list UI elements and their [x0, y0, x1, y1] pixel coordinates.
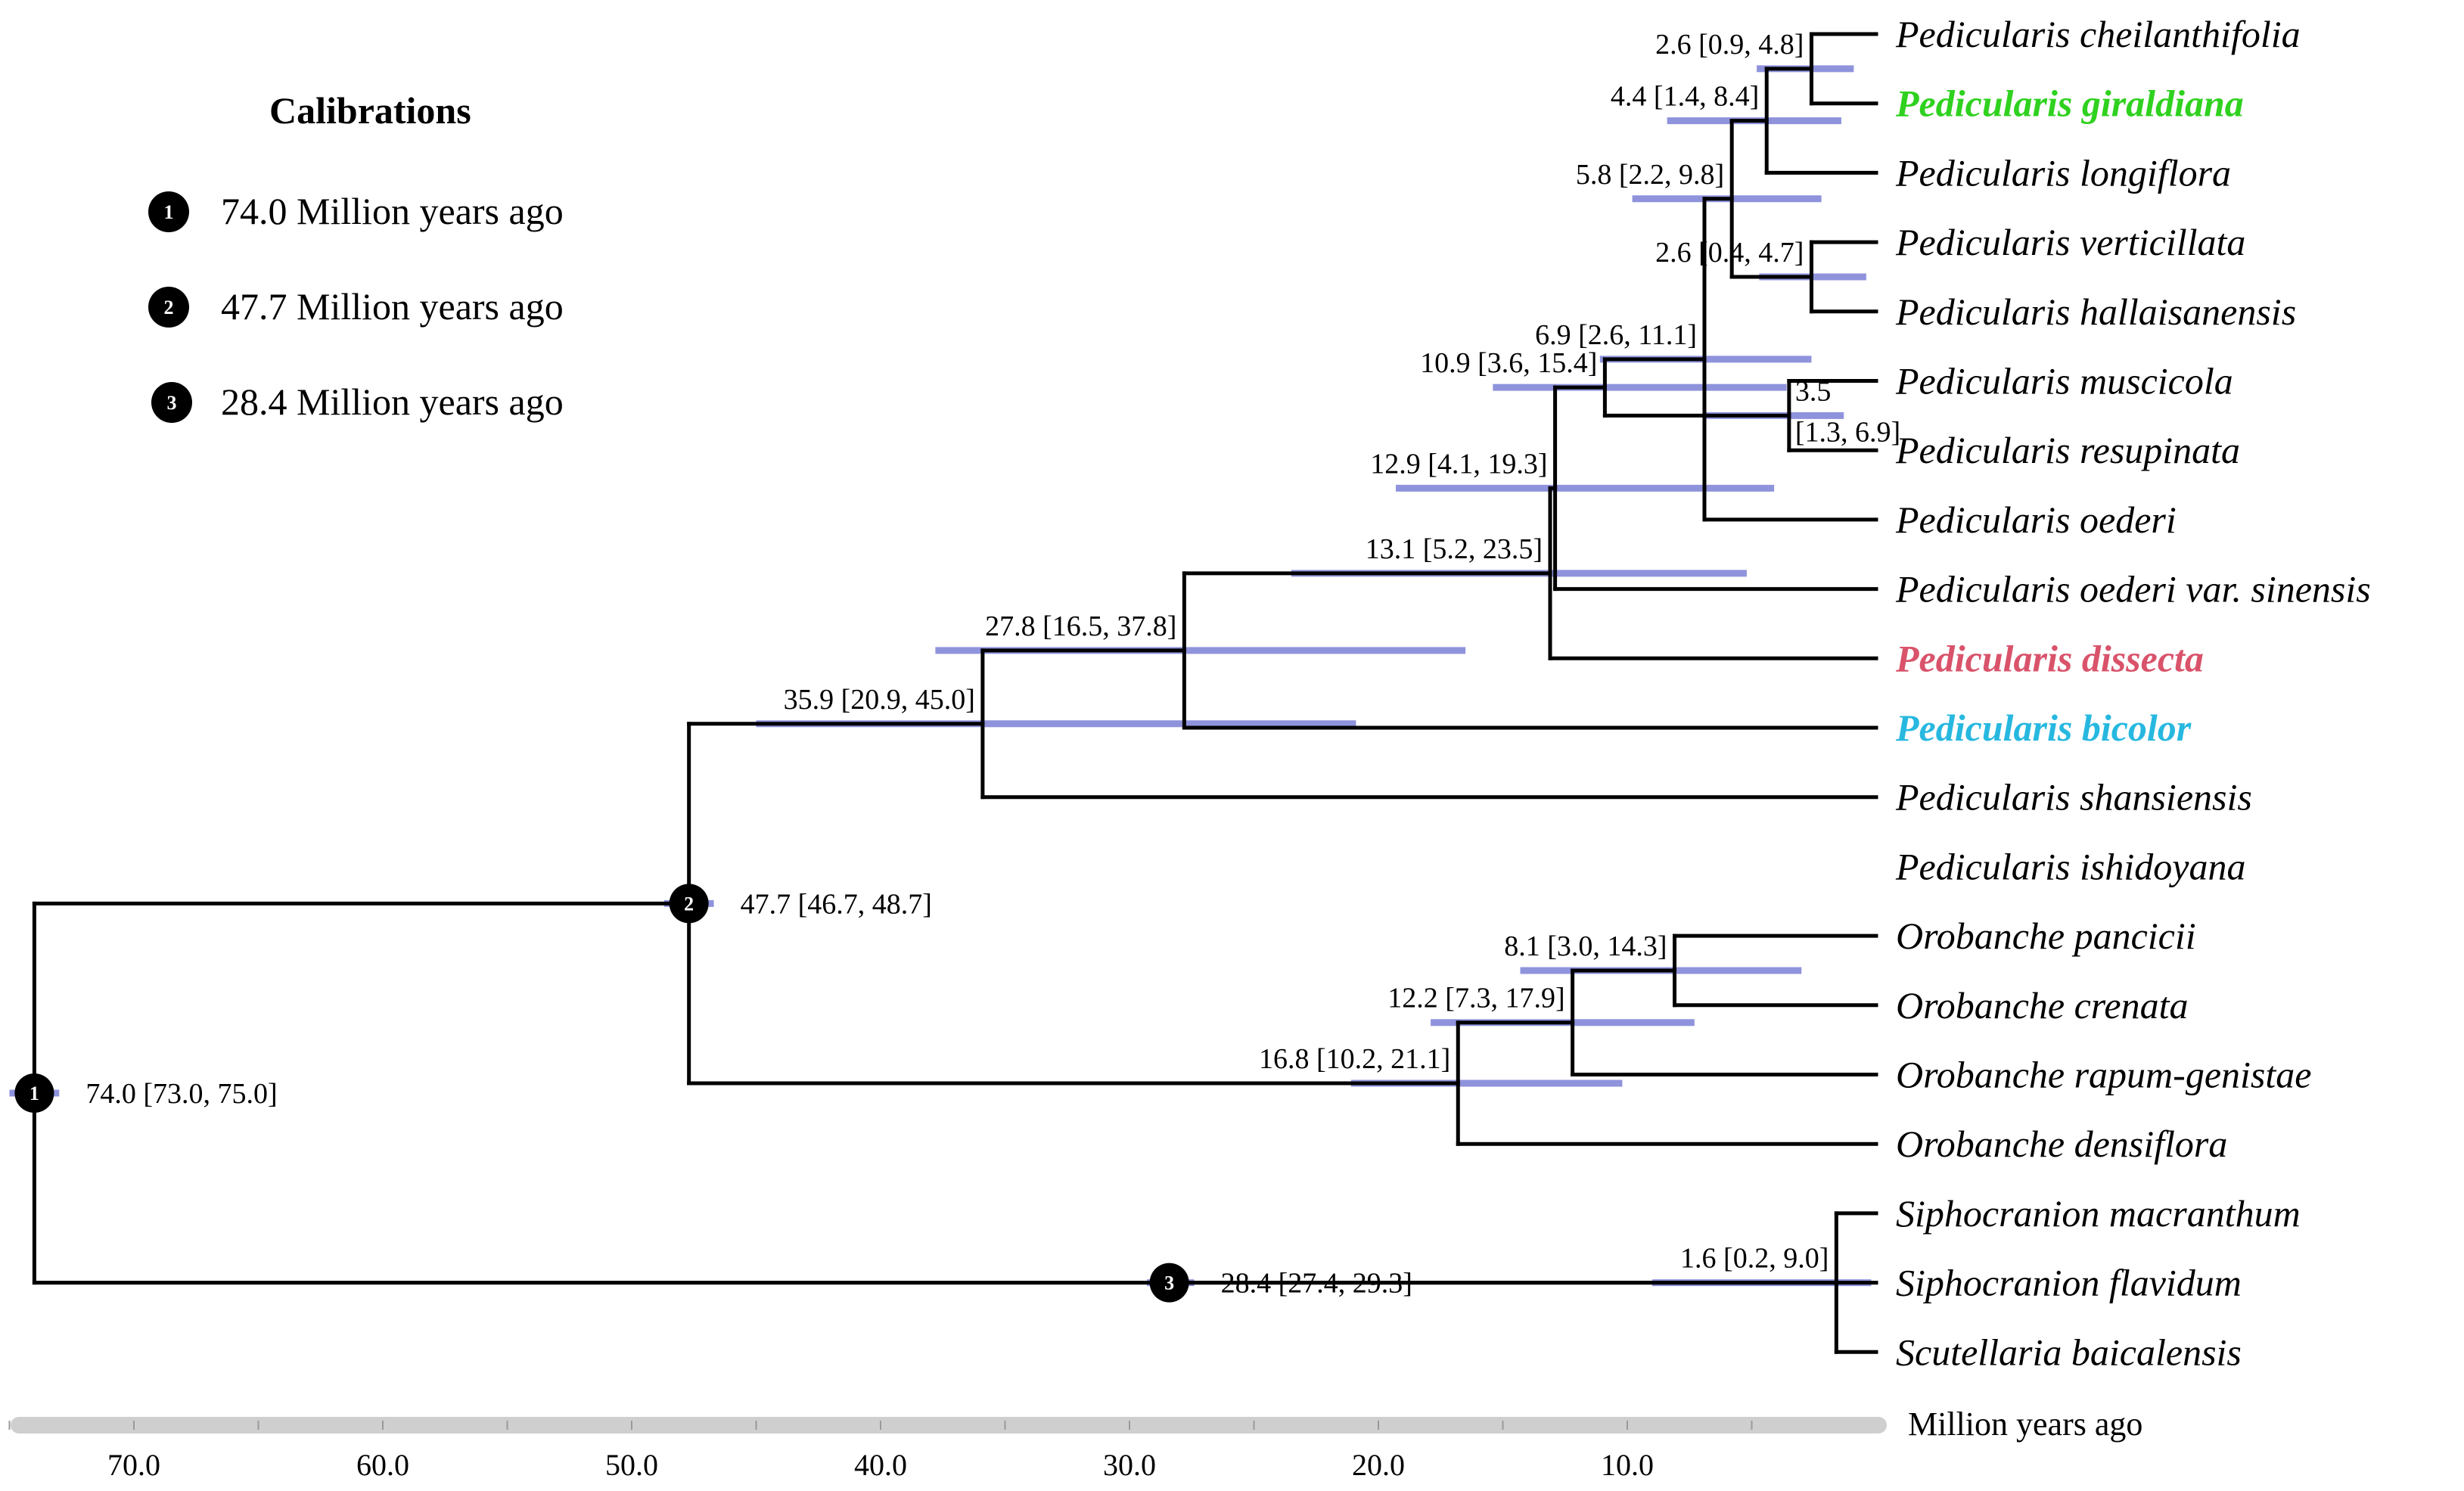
taxon-label: Orobanche rapum-genistae — [1896, 1054, 2311, 1096]
calibration-marker-2-icon — [148, 287, 189, 328]
node-label-n2: 47.7 [46.7, 48.7] — [741, 888, 932, 920]
taxon-label: Pedicularis giraldiana — [1895, 82, 2244, 125]
taxon-label: Pedicularis muscicola — [1895, 360, 2233, 402]
calibration-legend: Calibrations 1 74.0 Million years ago 2 … — [148, 89, 564, 423]
node-label-n16: 2.6 [0.9, 4.8] — [1655, 29, 1804, 61]
axis-tick-label: 60.0 — [356, 1448, 409, 1482]
taxon-label: Pedicularis oederi — [1895, 499, 2177, 541]
taxon-label: Pedicularis verticillata — [1895, 221, 2245, 263]
time-axis: 70.0 60.0 50.0 40.0 30.0 20.0 10.0 Million yea… — [8, 1406, 2142, 1482]
axis-tick-label: 30.0 — [1103, 1448, 1156, 1482]
calibration-marker-3-icon — [151, 382, 192, 423]
legend-item-label: 28.4 Million years ago — [221, 381, 564, 423]
taxon-label: Pedicularis hallaisanensis — [1895, 290, 2296, 333]
tree-branches — [16, 32, 1878, 1354]
node-label-n3: 28.4 [27.4, 29.3] — [1221, 1268, 1412, 1300]
legend-marker-number: 3 — [167, 392, 177, 414]
legend-marker-number: 1 — [164, 201, 174, 223]
node-label-n15: 2.6 [0.4, 4.7] — [1655, 237, 1804, 269]
legend-marker-number: 2 — [164, 297, 174, 318]
taxon-label: Orobanche pancicii — [1896, 915, 2196, 957]
calibration-marker-1-icon — [148, 191, 189, 232]
taxon-label: Pedicularis shansiensis — [1895, 776, 2252, 818]
taxon-label: Pedicularis ishidoyana — [1895, 845, 2245, 887]
node-label-n12: 3.5 — [1795, 375, 1832, 407]
calibration-node-1-icon — [14, 1073, 54, 1113]
taxon-label: Pedicularis cheilanthifolia — [1895, 13, 2301, 55]
taxon-label: Pedicularis oederi var. sinensis — [1895, 568, 2371, 610]
legend-item-2: 2 47.7 Million years ago — [148, 285, 564, 328]
legend-title: Calibrations — [269, 89, 471, 132]
node-label-n13: 5.8 [2.2, 9.8] — [1576, 159, 1724, 191]
legend-item-label: 47.7 Million years ago — [221, 285, 564, 328]
taxon-labels: Pedicularis cheilanthifolia Pedicularis g… — [1895, 13, 2371, 1373]
axis-tick-label: 40.0 — [854, 1448, 907, 1482]
node-label-n17: 12.2 [7.3, 17.9] — [1387, 983, 1564, 1014]
legend-item-3: 3 28.4 Million years ago — [151, 381, 564, 423]
calibration-node-3-icon — [1149, 1263, 1189, 1303]
calibration-node-number: 3 — [1164, 1272, 1174, 1294]
node-label-n7: 27.8 [16.5, 37.8] — [985, 610, 1176, 642]
node-label-n1: 74.0 [73.0, 75.0] — [85, 1078, 277, 1110]
calibration-node-number: 1 — [30, 1083, 39, 1104]
node-label-n8: 13.1 [5.2, 23.5] — [1366, 533, 1543, 565]
node-label-n11: 6.9 [2.6, 11.1] — [1535, 319, 1697, 351]
node-label-n6: 1.6 [0.2, 9.0] — [1680, 1243, 1829, 1275]
node-label-n18: 8.1 [3.0, 14.3] — [1504, 930, 1667, 962]
calibration-markers: 1 2 3 — [14, 884, 1189, 1303]
axis-tick-label: 70.0 — [107, 1448, 160, 1482]
taxon-label: Siphocranion macranthum — [1896, 1192, 2301, 1235]
taxon-label: Pedicularis resupinata — [1895, 429, 2240, 471]
legend-item-1: 1 74.0 Million years ago — [148, 190, 564, 232]
node-label-n4: 35.9 [20.9, 45.0] — [784, 684, 975, 716]
node-age-labels: 74.0 [73.0, 75.0] 47.7 [46.7, 48.7] 28.4 [… — [85, 29, 1900, 1300]
node-label-n14: 4.4 [1.4, 8.4] — [1611, 81, 1759, 113]
axis-bar — [11, 1417, 1887, 1434]
node-label-n9: 12.9 [4.1, 19.3] — [1370, 448, 1547, 480]
taxon-label: Orobanche densiflora — [1896, 1123, 2227, 1165]
axis-title: Million years ago — [1908, 1406, 2142, 1443]
taxon-label: Pedicularis bicolor — [1895, 707, 2192, 749]
axis-tick-label: 20.0 — [1352, 1448, 1405, 1482]
axis-tick-label: 10.0 — [1601, 1448, 1654, 1482]
hpd-bars — [9, 65, 1872, 1287]
taxon-label: Scutellaria baicalensis — [1896, 1331, 2242, 1373]
legend-item-label: 74.0 Million years ago — [221, 190, 564, 232]
taxon-label: Pedicularis dissecta — [1895, 637, 2204, 679]
node-label-n12-interval: [1.3, 6.9] — [1795, 416, 1900, 448]
calibration-node-2-icon — [669, 884, 709, 924]
node-label-n5: 16.8 [10.2, 21.1] — [1259, 1043, 1450, 1075]
node-label-n10: 10.9 [3.6, 15.4] — [1420, 347, 1597, 379]
taxon-label: Siphocranion flavidum — [1896, 1262, 2242, 1304]
axis-tick-label: 50.0 — [605, 1448, 658, 1482]
taxon-label: Orobanche crenata — [1896, 984, 2188, 1027]
taxon-label: Pedicularis longiflora — [1895, 151, 2231, 194]
calibration-node-number: 2 — [684, 893, 694, 915]
